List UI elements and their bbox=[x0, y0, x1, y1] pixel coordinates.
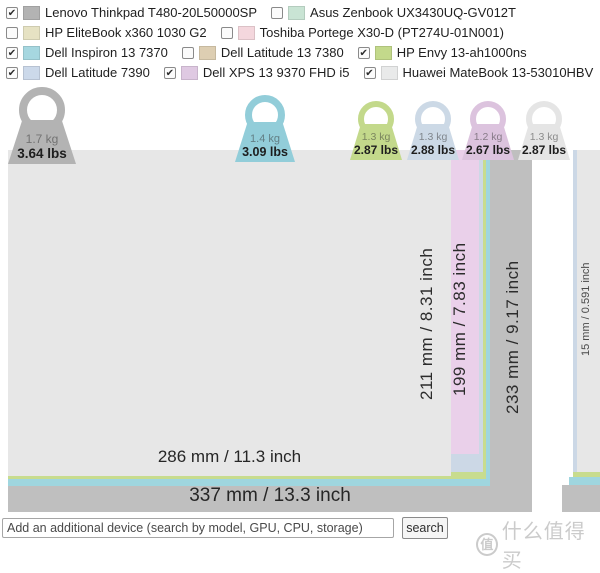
legend-item-huawei-matebook-13: ✔ Huawei MateBook 13-53010HBV bbox=[363, 65, 594, 80]
device-label: Dell Inspiron 13 7370 bbox=[45, 45, 168, 60]
weight-lbs: 2.87 lbs bbox=[521, 143, 567, 157]
side-view-thinkpad-t480 bbox=[562, 485, 600, 512]
checkbox-dell-xps-13-9370[interactable]: ✔ bbox=[163, 66, 176, 79]
weight-kg: 1.4 kg bbox=[250, 133, 280, 145]
weight-huawei: 1.3 kg 2.87 lbs bbox=[518, 101, 570, 160]
color-swatch bbox=[198, 45, 216, 60]
device-label: Dell XPS 13 9370 FHD i5 bbox=[202, 65, 350, 80]
device-label: Huawei MateBook 13-53010HBV bbox=[402, 65, 594, 80]
device-label: Asus Zenbook UX3430UQ-GV012T bbox=[310, 5, 516, 20]
checkbox-lenovo-thinkpad-t480[interactable]: ✔ bbox=[6, 6, 18, 19]
color-swatch bbox=[23, 65, 40, 80]
weight-lbs: 2.87 lbs bbox=[353, 143, 399, 157]
weight-lbs: 3.64 lbs bbox=[17, 146, 67, 161]
device-legend: ✔ Lenovo Thinkpad T480-20L50000SP Asus Z… bbox=[6, 5, 596, 80]
device-label: Dell Latitude 13 7380 bbox=[220, 45, 344, 60]
weight-kg: 1.7 kg bbox=[25, 132, 59, 146]
color-swatch bbox=[237, 25, 255, 40]
legend-item-asus-zenbook: Asus Zenbook UX3430UQ-GV012T bbox=[271, 5, 516, 20]
watermark: 值 什么值得买 bbox=[476, 515, 600, 573]
kettlebell-body-icon: 1.4 kg 3.09 lbs bbox=[235, 122, 295, 162]
weight-kg: 1.3 kg bbox=[361, 131, 391, 143]
legend-row-3: ✔ Dell Inspiron 13 7370 Dell Latitude 13… bbox=[6, 45, 596, 60]
color-swatch bbox=[23, 25, 40, 40]
laptop-size-comparison-page: { "legend": { "rows": [ {"items": [ {"la… bbox=[2, 5, 600, 572]
weight-xps: 1.2 kg 2.67 lbs bbox=[462, 101, 514, 160]
dimension-label-huawei-height: 211 mm / 8.31 inch bbox=[417, 247, 436, 400]
legend-item-hp-envy-13: ✔ HP Envy 13-ah1000ns bbox=[357, 45, 527, 60]
kettlebell-body-icon: 1.3 kg 2.88 lbs bbox=[407, 124, 459, 160]
color-swatch bbox=[288, 5, 306, 20]
kettlebell-body-icon: 1.3 kg 2.87 lbs bbox=[350, 124, 402, 160]
legend-row-4: ✔ Dell Latitude 7390 ✔ Dell XPS 13 9370 … bbox=[6, 65, 596, 80]
legend-row-2: HP EliteBook x360 1030 G2 Toshiba Porteg… bbox=[6, 25, 596, 40]
add-device-search-input[interactable] bbox=[2, 518, 394, 538]
color-swatch bbox=[180, 65, 198, 80]
checkbox-hp-envy-13[interactable]: ✔ bbox=[357, 46, 370, 59]
checkbox-dell-latitude-13-7380[interactable] bbox=[181, 46, 194, 59]
legend-item-lenovo-thinkpad-t480: ✔ Lenovo Thinkpad T480-20L50000SP bbox=[6, 5, 257, 20]
footprint-huawei-matebook bbox=[8, 150, 451, 476]
dimension-label-huawei-thickness: 15 mm / 0.591 inch bbox=[580, 262, 592, 356]
legend-item-dell-latitude-7390: ✔ Dell Latitude 7390 bbox=[6, 65, 150, 80]
legend-item-dell-latitude-13-7380: Dell Latitude 13 7380 bbox=[181, 45, 344, 60]
legend-item-dell-xps-13-9370: ✔ Dell XPS 13 9370 FHD i5 bbox=[163, 65, 350, 80]
weight-inspiron: 1.4 kg 3.09 lbs bbox=[235, 95, 295, 162]
color-swatch bbox=[23, 5, 40, 20]
side-view-huawei-matebook bbox=[577, 150, 600, 474]
legend-row-1: ✔ Lenovo Thinkpad T480-20L50000SP Asus Z… bbox=[6, 5, 596, 20]
legend-item-dell-inspiron-13-7370: ✔ Dell Inspiron 13 7370 bbox=[6, 45, 168, 60]
weight-envy: 1.3 kg 2.87 lbs bbox=[350, 101, 402, 160]
weight-kg: 1.3 kg bbox=[529, 131, 559, 143]
legend-item-hp-elitebook: HP EliteBook x360 1030 G2 bbox=[6, 25, 207, 40]
checkbox-toshiba-portege[interactable] bbox=[220, 26, 233, 39]
weight-thinkpad: 1.7 kg 3.64 lbs bbox=[8, 87, 76, 164]
device-label: HP Envy 13-ah1000ns bbox=[396, 45, 527, 60]
kettlebell-body-icon: 1.3 kg 2.87 lbs bbox=[518, 124, 570, 160]
dimension-label-thinkpad-width: 337 mm / 13.3 inch bbox=[189, 485, 351, 506]
device-label: Toshiba Portege X30-D (PT274U-01N001) bbox=[259, 25, 504, 40]
weight-lbs: 2.67 lbs bbox=[465, 143, 511, 157]
device-label: Dell Latitude 7390 bbox=[45, 65, 150, 80]
watermark-text: 什么值得买 bbox=[501, 521, 586, 572]
checkbox-dell-inspiron-13-7370[interactable]: ✔ bbox=[6, 46, 18, 59]
device-label: HP EliteBook x360 1030 G2 bbox=[45, 25, 207, 40]
side-view-dell-latitude-7390 bbox=[573, 150, 577, 472]
color-swatch bbox=[23, 45, 40, 60]
dimension-label-thinkpad-height: 233 mm / 9.17 inch bbox=[503, 260, 522, 414]
checkbox-hp-elitebook[interactable] bbox=[6, 26, 18, 39]
weight-lbs: 3.09 lbs bbox=[242, 145, 288, 159]
dimension-label-xps-height: 199 mm / 7.83 inch bbox=[450, 242, 469, 396]
kettlebell-body-icon: 1.7 kg 3.64 lbs bbox=[8, 120, 76, 164]
smzdm-logo-icon: 值 bbox=[476, 532, 498, 556]
kettlebell-body-icon: 1.2 kg 2.67 lbs bbox=[462, 124, 514, 160]
weight-kg: 1.3 kg bbox=[418, 131, 448, 143]
legend-item-toshiba-portege: Toshiba Portege X30-D (PT274U-01N001) bbox=[220, 25, 504, 40]
checkbox-huawei-matebook-13[interactable]: ✔ bbox=[363, 66, 376, 79]
search-button[interactable]: search bbox=[402, 517, 448, 539]
weight-kg: 1.2 kg bbox=[473, 131, 503, 143]
device-label: Lenovo Thinkpad T480-20L50000SP bbox=[45, 5, 258, 20]
checkbox-dell-latitude-7390[interactable]: ✔ bbox=[6, 66, 18, 79]
dimension-label-huawei-width: 286 mm / 11.3 inch bbox=[157, 447, 302, 466]
side-view-dell-inspiron bbox=[569, 477, 600, 485]
checkbox-asus-zenbook[interactable] bbox=[271, 6, 284, 19]
side-view-hp-envy bbox=[573, 472, 600, 477]
weight-lbs: 2.88 lbs bbox=[410, 143, 456, 157]
color-swatch bbox=[380, 65, 398, 80]
color-swatch bbox=[374, 45, 392, 60]
weight-latitude-7390: 1.3 kg 2.88 lbs bbox=[407, 101, 459, 160]
